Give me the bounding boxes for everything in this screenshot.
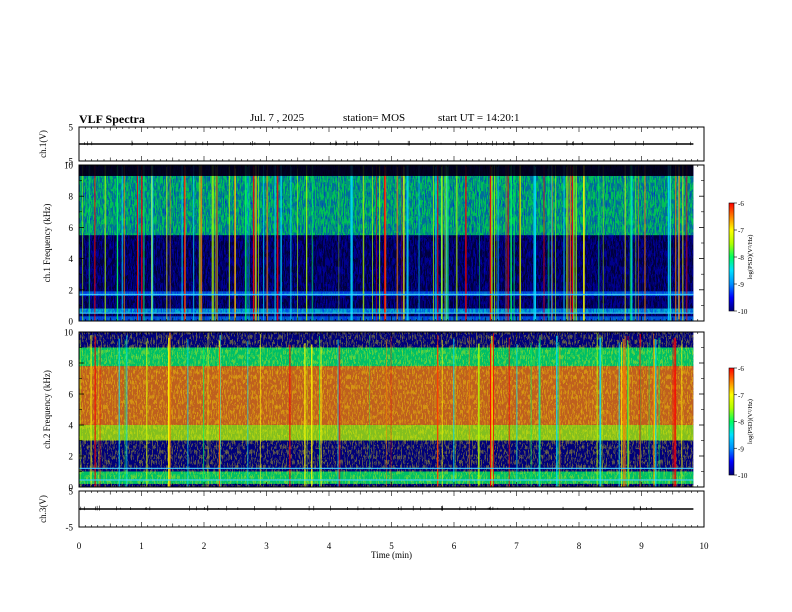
panel-3: -6 -7 -8 -9 -10 log(PSD)(V²/Hz) 0 2 4 6 8 10 ch.2 Fr…: [42, 328, 754, 493]
figure-title: VLF Spectra: [79, 112, 145, 126]
colorbar: -6 -7 -8 -9 -10 log(PSD)(V²/Hz): [728, 200, 754, 316]
x-tick-label: 4: [327, 541, 332, 551]
x-tick-label: 1: [139, 541, 144, 551]
x-tick-label: 2: [202, 541, 207, 551]
top-band: [79, 165, 694, 176]
colorbar-tick-label: -7: [738, 392, 744, 400]
x-tick-label: 8: [577, 541, 582, 551]
colorbar-label: log(PSD)(V²/Hz): [747, 235, 754, 280]
x-tick-label: 9: [639, 541, 644, 551]
x-tick-label: 5: [389, 541, 394, 551]
y-axis-label: ch.1 Frequency (kHz): [42, 204, 52, 283]
y-tick-label: 8: [69, 359, 74, 369]
x-tick-label: 3: [264, 541, 269, 551]
x-axis-label: Time (min): [371, 550, 412, 560]
x-tick-label: 10: [700, 541, 710, 551]
x-tick-label: 0: [77, 541, 82, 551]
date-label: Jul. 7 , 2025: [250, 112, 305, 124]
y-axis-label: ch.1(V): [38, 130, 48, 158]
y-tick-label: 2: [69, 285, 74, 295]
station-label: station= MOS: [343, 112, 406, 124]
panel-1: 5 -5 ch.1(V): [38, 123, 705, 167]
colorbar-tick-label: -10: [738, 308, 748, 316]
y-axis-label: ch.3(V): [38, 495, 48, 523]
x-tick-label: 7: [514, 541, 519, 551]
panels: 5 -5 ch.1(V) -6 -7 -8 -9 -10 log(PSD)(V²/Hz) 0 2 4 6…: [38, 123, 754, 561]
start-time-label: start UT = 14:20:1: [438, 112, 520, 124]
y-tick-label: 5: [69, 123, 74, 133]
y-tick-label: 6: [69, 223, 74, 233]
y-tick-label: -5: [66, 523, 74, 533]
colorbar-tick-label: -10: [738, 472, 748, 480]
panel-2: -6 -7 -8 -9 -10 log(PSD)(V²/Hz) 0 2 4 6 8 10 ch.1 Fr…: [42, 161, 754, 327]
colorbar-tick-label: -6: [738, 200, 744, 208]
y-tick-label: 4: [69, 421, 74, 431]
y-axis-label: ch.2 Frequency (kHz): [42, 370, 52, 449]
colorbar-scale: [728, 367, 735, 476]
colorbar-tick-label: -6: [738, 365, 744, 373]
colorbar-tick-label: -9: [738, 445, 744, 453]
colorbar-tick-label: -8: [738, 419, 744, 427]
y-tick-label: 6: [69, 390, 74, 400]
colorbar-tick-label: -9: [738, 281, 744, 289]
colorbar-tick-label: -8: [738, 254, 744, 262]
panel-4: 5 -5 ch.3(V) 0 1 2 3 4 5 6 7 8 9 10 Time (min): [38, 487, 709, 561]
y-tick-label: 0: [69, 317, 74, 327]
y-tick-label: 10: [64, 161, 74, 171]
y-tick-label: 10: [64, 328, 74, 338]
y-tick-label: 2: [69, 452, 74, 462]
y-tick-label: 8: [69, 192, 74, 202]
y-tick-label: 5: [69, 487, 74, 497]
y-tick-label: 4: [69, 254, 74, 264]
colorbar-label: log(PSD)(V²/Hz): [747, 399, 754, 444]
colorbar-scale: [728, 202, 735, 312]
x-tick-label: 6: [452, 541, 457, 551]
y-tick-label: 0: [69, 483, 74, 493]
y-tick-label: -5: [66, 157, 74, 167]
colorbar: -6 -7 -8 -9 -10 log(PSD)(V²/Hz): [728, 365, 754, 480]
colorbar-tick-label: -7: [738, 227, 744, 235]
